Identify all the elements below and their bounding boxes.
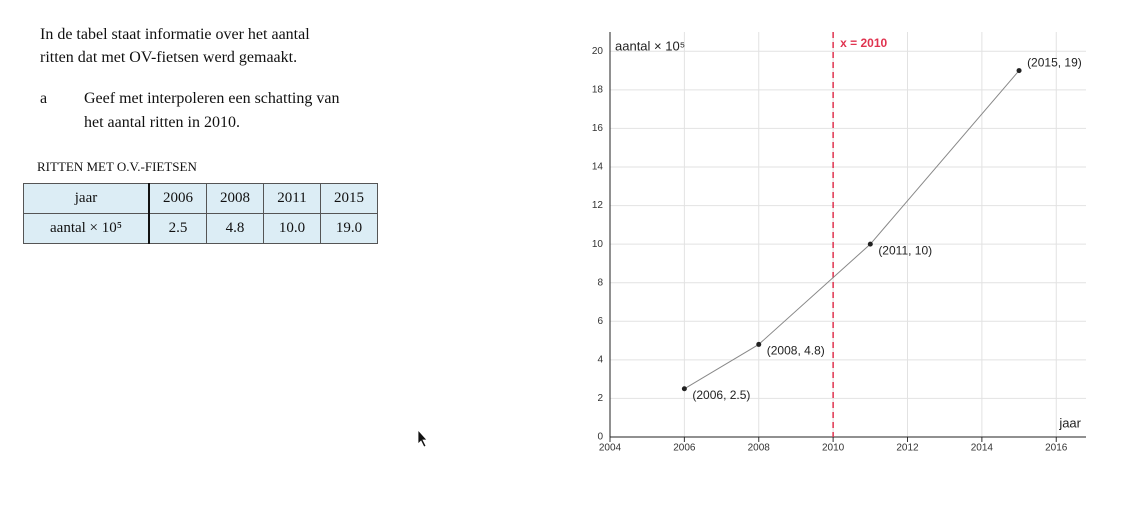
intro-line: ritten dat met OV-fietsen werd gemaakt. bbox=[40, 49, 298, 66]
x-tick-label: 2004 bbox=[599, 443, 622, 454]
y-tick-label: 6 bbox=[597, 316, 603, 327]
question-line: Geef met interpoleren een schatting van bbox=[84, 90, 340, 107]
data-line bbox=[684, 70, 1020, 390]
cell: aantal × 10⁵ bbox=[23, 213, 150, 244]
cell: 2.5 bbox=[148, 213, 207, 244]
table-caption: RITTEN MET O.V.-FIETSEN bbox=[37, 159, 197, 174]
x-tick-label: 2014 bbox=[971, 443, 994, 454]
cursor bbox=[417, 428, 428, 448]
question-label: a bbox=[40, 90, 48, 107]
cell: 2015 bbox=[320, 183, 378, 214]
reference-label: x = 2010 bbox=[840, 36, 887, 50]
question-line: het aantal ritten in 2010. bbox=[84, 114, 240, 131]
data-point bbox=[867, 241, 873, 247]
data-label: (2006, 2.5) bbox=[692, 388, 750, 402]
x-tick-label: 2008 bbox=[748, 443, 771, 454]
x-tick-label: 2010 bbox=[822, 443, 845, 454]
data-point bbox=[1016, 68, 1022, 74]
y-tick-label: 0 bbox=[597, 432, 603, 443]
y-tick-label: 12 bbox=[592, 200, 604, 211]
data-label: (2008, 4.8) bbox=[767, 344, 825, 358]
y-tick-label: 8 bbox=[597, 277, 603, 288]
y-tick-label: 16 bbox=[592, 123, 604, 134]
table-row: aantal × 10⁵ 2.5 4.8 10.0 19.0 bbox=[23, 213, 378, 244]
data-table: jaar 2006 2008 2011 2015 aantal × 10⁵ 2.… bbox=[23, 183, 378, 244]
cell: 2006 bbox=[148, 183, 207, 214]
y-tick-label: 20 bbox=[592, 46, 604, 57]
intro-line: In de tabel staat informatie over het aa… bbox=[40, 26, 310, 43]
y-tick-label: 4 bbox=[597, 354, 603, 365]
y-tick-label: 18 bbox=[592, 84, 604, 95]
data-point bbox=[756, 341, 762, 347]
data-label: (2011, 10) bbox=[878, 243, 932, 257]
data-point bbox=[681, 386, 687, 392]
y-tick-label: 14 bbox=[592, 162, 604, 173]
y-tick-label: 2 bbox=[597, 393, 603, 404]
x-tick-label: 2016 bbox=[1045, 443, 1068, 454]
cell: 19.0 bbox=[320, 213, 378, 244]
cell: 4.8 bbox=[206, 213, 264, 244]
x-tick-label: 2006 bbox=[673, 443, 696, 454]
x-tick-label: 2012 bbox=[896, 443, 919, 454]
cell: 2011 bbox=[263, 183, 321, 214]
data-label: (2015, 19) bbox=[1027, 56, 1082, 70]
y-axis-label: aantal × 10⁵ bbox=[615, 38, 685, 53]
y-tick-label: 10 bbox=[592, 239, 604, 250]
x-axis-label: jaar bbox=[1058, 415, 1081, 430]
